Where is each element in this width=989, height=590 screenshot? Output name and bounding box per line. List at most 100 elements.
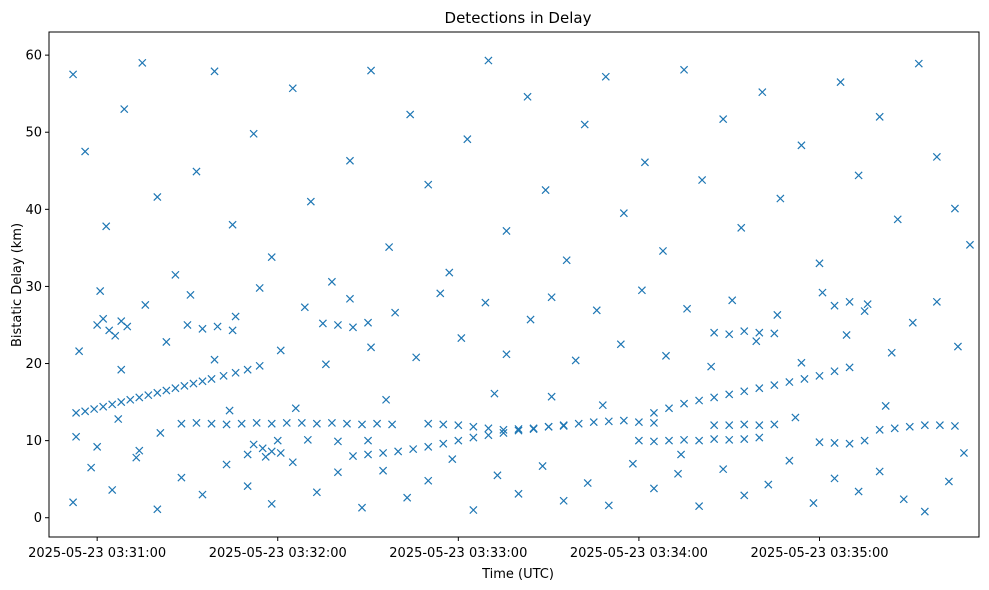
- data-point-marker: [649, 418, 658, 427]
- data-point-marker: [755, 328, 764, 337]
- data-point-marker: [424, 476, 433, 485]
- data-point-marker: [267, 253, 276, 262]
- data-point-marker: [385, 243, 394, 252]
- data-point-marker: [379, 448, 388, 457]
- data-point-marker: [680, 435, 689, 444]
- data-point-marker: [231, 312, 240, 321]
- data-point-marker: [845, 439, 854, 448]
- data-point-marker: [965, 240, 974, 249]
- data-point-marker: [785, 378, 794, 387]
- data-point-marker: [403, 493, 412, 502]
- data-point-marker: [198, 377, 207, 386]
- data-point-marker: [791, 413, 800, 422]
- data-point-marker: [153, 192, 162, 202]
- data-point-marker: [740, 491, 749, 500]
- chart-title: Detections in Delay: [445, 9, 592, 27]
- data-point-marker: [719, 465, 728, 474]
- data-point-marker: [457, 334, 466, 343]
- data-point-marker: [327, 277, 336, 286]
- data-point-marker: [69, 70, 78, 79]
- data-point-marker: [222, 420, 231, 429]
- data-point-marker: [243, 365, 252, 374]
- data-point-marker: [695, 396, 704, 405]
- x-tick-label: 2025-05-23 03:33:00: [389, 546, 527, 561]
- data-point-marker: [893, 215, 902, 224]
- data-point-marker: [87, 463, 96, 472]
- data-point-marker: [755, 384, 764, 393]
- data-point-marker: [881, 401, 890, 410]
- data-point-marker: [454, 421, 463, 430]
- data-point-marker: [255, 283, 264, 292]
- data-point-marker: [493, 471, 502, 480]
- data-point-marker: [348, 452, 358, 461]
- data-point-marker: [797, 141, 806, 150]
- x-tick-label: 2025-05-23 03:31:00: [28, 546, 166, 561]
- data-point-marker: [589, 418, 598, 427]
- data-point-marker: [198, 324, 207, 333]
- data-point-marker: [177, 473, 186, 482]
- data-point-marker: [544, 422, 553, 431]
- data-point-marker: [490, 389, 499, 398]
- data-point-marker: [297, 418, 306, 427]
- data-point-marker: [114, 415, 123, 424]
- data-point-marker: [117, 398, 126, 407]
- data-point-marker: [815, 259, 824, 268]
- data-point-marker: [156, 428, 165, 437]
- data-point-marker: [680, 399, 689, 408]
- data-point-marker: [276, 448, 285, 457]
- data-point-marker: [288, 458, 297, 467]
- data-point-marker: [649, 484, 658, 493]
- data-point-marker: [333, 437, 342, 446]
- data-point-marker: [740, 420, 749, 429]
- data-point-marker: [634, 436, 643, 445]
- data-point-marker: [436, 289, 445, 298]
- data-point-marker: [252, 418, 261, 427]
- data-point-marker: [830, 438, 839, 447]
- data-point-marker: [445, 268, 454, 277]
- data-point-marker: [616, 340, 625, 349]
- data-point-marker: [845, 297, 854, 306]
- data-point-marker: [514, 425, 523, 434]
- y-axis: 0 10 20 30 40 50 60: [25, 49, 49, 526]
- data-point-marker: [379, 466, 388, 475]
- data-point-marker: [710, 393, 719, 402]
- data-point-marker: [255, 361, 264, 370]
- data-point-marker: [162, 386, 171, 395]
- data-point-marker: [364, 450, 373, 459]
- data-point-marker: [908, 318, 917, 327]
- data-point-marker: [108, 400, 117, 409]
- data-point-marker: [695, 502, 704, 511]
- data-point-marker: [282, 418, 291, 427]
- data-point-marker: [547, 293, 556, 302]
- data-point-marker: [842, 330, 851, 340]
- data-point-marker: [75, 347, 84, 356]
- data-point-marker: [640, 158, 649, 167]
- data-point-marker: [276, 346, 285, 355]
- data-point-marker: [725, 421, 734, 430]
- data-point-marker: [683, 304, 692, 313]
- data-point-marker: [559, 421, 568, 431]
- data-point-marker: [800, 374, 809, 383]
- data-point-marker: [135, 393, 144, 402]
- data-point-marker: [120, 105, 129, 114]
- data-point-marker: [231, 368, 240, 377]
- data-point-marker: [171, 384, 180, 393]
- data-point-marker: [300, 303, 309, 312]
- data-point-marker: [267, 419, 276, 428]
- data-point-marker: [273, 436, 282, 445]
- data-point-marker: [391, 308, 400, 317]
- data-point-marker: [261, 452, 270, 461]
- data-point-marker: [102, 222, 111, 231]
- data-point-marker: [695, 436, 704, 445]
- data-point-marker: [469, 505, 478, 515]
- data-point-marker: [725, 390, 734, 399]
- data-point-marker: [153, 388, 162, 397]
- data-point-marker: [890, 424, 899, 433]
- data-point-marker: [845, 363, 854, 372]
- data-point-marker: [484, 424, 493, 433]
- data-point-marker: [90, 404, 99, 414]
- data-point-marker: [619, 416, 628, 425]
- data-point-marker: [514, 426, 523, 435]
- data-point-marker: [773, 310, 782, 319]
